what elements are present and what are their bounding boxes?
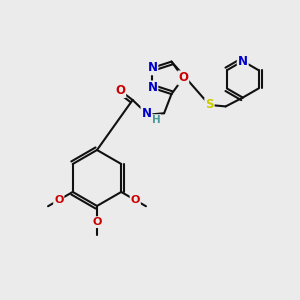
- Text: O: O: [115, 84, 125, 97]
- Text: N: N: [147, 61, 158, 74]
- Text: H: H: [152, 115, 161, 125]
- Text: N: N: [147, 81, 158, 94]
- Text: O: O: [54, 195, 63, 205]
- Text: N: N: [141, 107, 152, 120]
- Text: O: O: [92, 217, 102, 227]
- Text: S: S: [205, 98, 214, 111]
- Text: N: N: [238, 55, 248, 68]
- Text: O: O: [130, 195, 140, 205]
- Text: O: O: [178, 71, 188, 84]
